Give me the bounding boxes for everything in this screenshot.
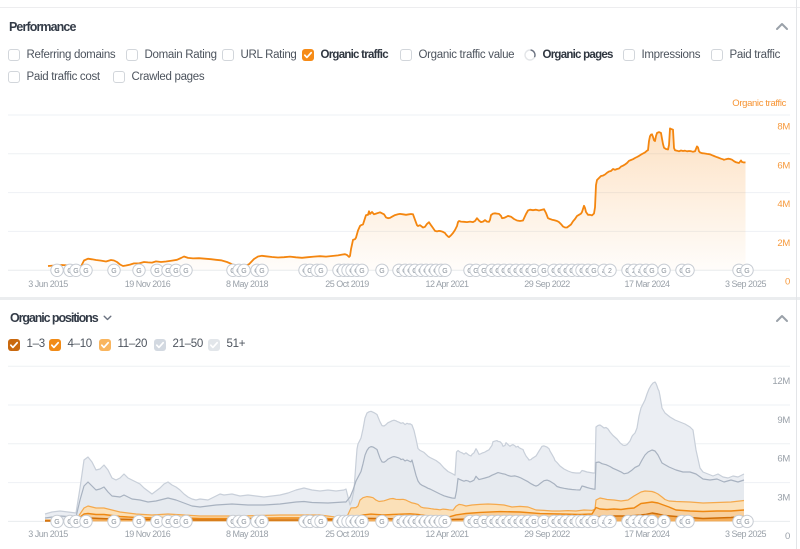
svg-text:8 May 2018: 8 May 2018 — [226, 279, 269, 289]
svg-text:9M: 9M — [777, 415, 790, 426]
svg-text:G: G — [591, 519, 596, 526]
svg-text:19 Nov 2016: 19 Nov 2016 — [125, 279, 171, 289]
svg-text:G: G — [442, 268, 447, 275]
svg-text:G: G — [83, 519, 88, 526]
svg-text:G: G — [685, 268, 690, 275]
svg-text:G: G — [541, 519, 546, 526]
svg-text:0: 0 — [785, 531, 790, 542]
svg-text:6M: 6M — [777, 454, 790, 465]
svg-text:G: G — [259, 268, 264, 275]
svg-text:G: G — [111, 268, 116, 275]
svg-text:G: G — [359, 519, 364, 526]
svg-text:G: G — [379, 519, 384, 526]
svg-text:29 Sep 2022: 29 Sep 2022 — [524, 279, 570, 289]
svg-text:G: G — [541, 268, 546, 275]
svg-text:G: G — [685, 519, 690, 526]
svg-text:G: G — [736, 519, 741, 526]
svg-text:3 Jun 2015: 3 Jun 2015 — [28, 529, 68, 539]
svg-text:G: G — [154, 268, 159, 275]
svg-text:29 Sep 2022: 29 Sep 2022 — [524, 529, 570, 539]
svg-text:17 Mar 2024: 17 Mar 2024 — [624, 529, 670, 539]
svg-text:G: G — [318, 519, 323, 526]
svg-text:G: G — [111, 519, 116, 526]
svg-text:G: G — [442, 519, 447, 526]
svg-text:6M: 6M — [777, 160, 790, 171]
svg-text:G: G — [136, 268, 141, 275]
svg-text:G: G — [736, 268, 741, 275]
svg-text:G: G — [359, 268, 364, 275]
svg-text:8M: 8M — [777, 122, 790, 133]
svg-text:G: G — [318, 268, 323, 275]
svg-text:G: G — [531, 268, 536, 275]
svg-text:2M: 2M — [777, 238, 790, 249]
svg-text:2: 2 — [608, 268, 612, 275]
svg-text:25 Oct 2019: 25 Oct 2019 — [325, 529, 369, 539]
svg-text:G: G — [307, 268, 312, 275]
svg-text:G: G — [183, 268, 188, 275]
svg-text:3 Sep 2025: 3 Sep 2025 — [725, 279, 767, 289]
svg-text:G: G — [531, 519, 536, 526]
svg-text:G: G — [241, 268, 246, 275]
svg-text:G: G — [241, 519, 246, 526]
svg-text:G: G — [661, 268, 666, 275]
svg-text:G: G — [591, 268, 596, 275]
svg-text:G: G — [173, 519, 178, 526]
svg-text:2: 2 — [608, 519, 612, 526]
svg-text:G: G — [259, 519, 264, 526]
svg-text:G: G — [649, 519, 654, 526]
svg-text:G: G — [307, 519, 312, 526]
svg-text:12 Apr 2021: 12 Apr 2021 — [425, 279, 469, 289]
svg-text:G: G — [54, 268, 59, 275]
svg-text:25 Oct 2019: 25 Oct 2019 — [325, 279, 369, 289]
svg-text:3M: 3M — [777, 492, 790, 503]
svg-text:G: G — [136, 519, 141, 526]
svg-text:G: G — [165, 268, 170, 275]
svg-text:3 Jun 2015: 3 Jun 2015 — [28, 279, 68, 289]
svg-text:G: G — [183, 519, 188, 526]
svg-text:3 Sep 2025: 3 Sep 2025 — [725, 529, 767, 539]
svg-text:Organic traffic: Organic traffic — [732, 98, 786, 109]
svg-text:G: G — [473, 268, 478, 275]
svg-text:G: G — [165, 519, 170, 526]
svg-text:G: G — [73, 268, 78, 275]
svg-text:G: G — [481, 519, 486, 526]
svg-text:G: G — [73, 519, 78, 526]
svg-text:G: G — [473, 519, 478, 526]
svg-text:4M: 4M — [777, 199, 790, 210]
svg-text:G: G — [661, 519, 666, 526]
svg-text:G: G — [379, 268, 384, 275]
svg-text:G: G — [154, 519, 159, 526]
svg-text:G: G — [481, 268, 486, 275]
svg-text:8 May 2018: 8 May 2018 — [226, 529, 269, 539]
svg-text:G: G — [83, 268, 88, 275]
svg-text:G: G — [54, 519, 59, 526]
svg-text:19 Nov 2016: 19 Nov 2016 — [125, 529, 171, 539]
svg-text:12M: 12M — [772, 376, 790, 387]
svg-text:G: G — [173, 268, 178, 275]
svg-text:G: G — [649, 268, 654, 275]
svg-text:G: G — [744, 519, 749, 526]
svg-text:G: G — [744, 268, 749, 275]
svg-text:12 Apr 2021: 12 Apr 2021 — [425, 529, 469, 539]
svg-text:0: 0 — [785, 277, 790, 288]
svg-text:17 Mar 2024: 17 Mar 2024 — [624, 279, 670, 289]
